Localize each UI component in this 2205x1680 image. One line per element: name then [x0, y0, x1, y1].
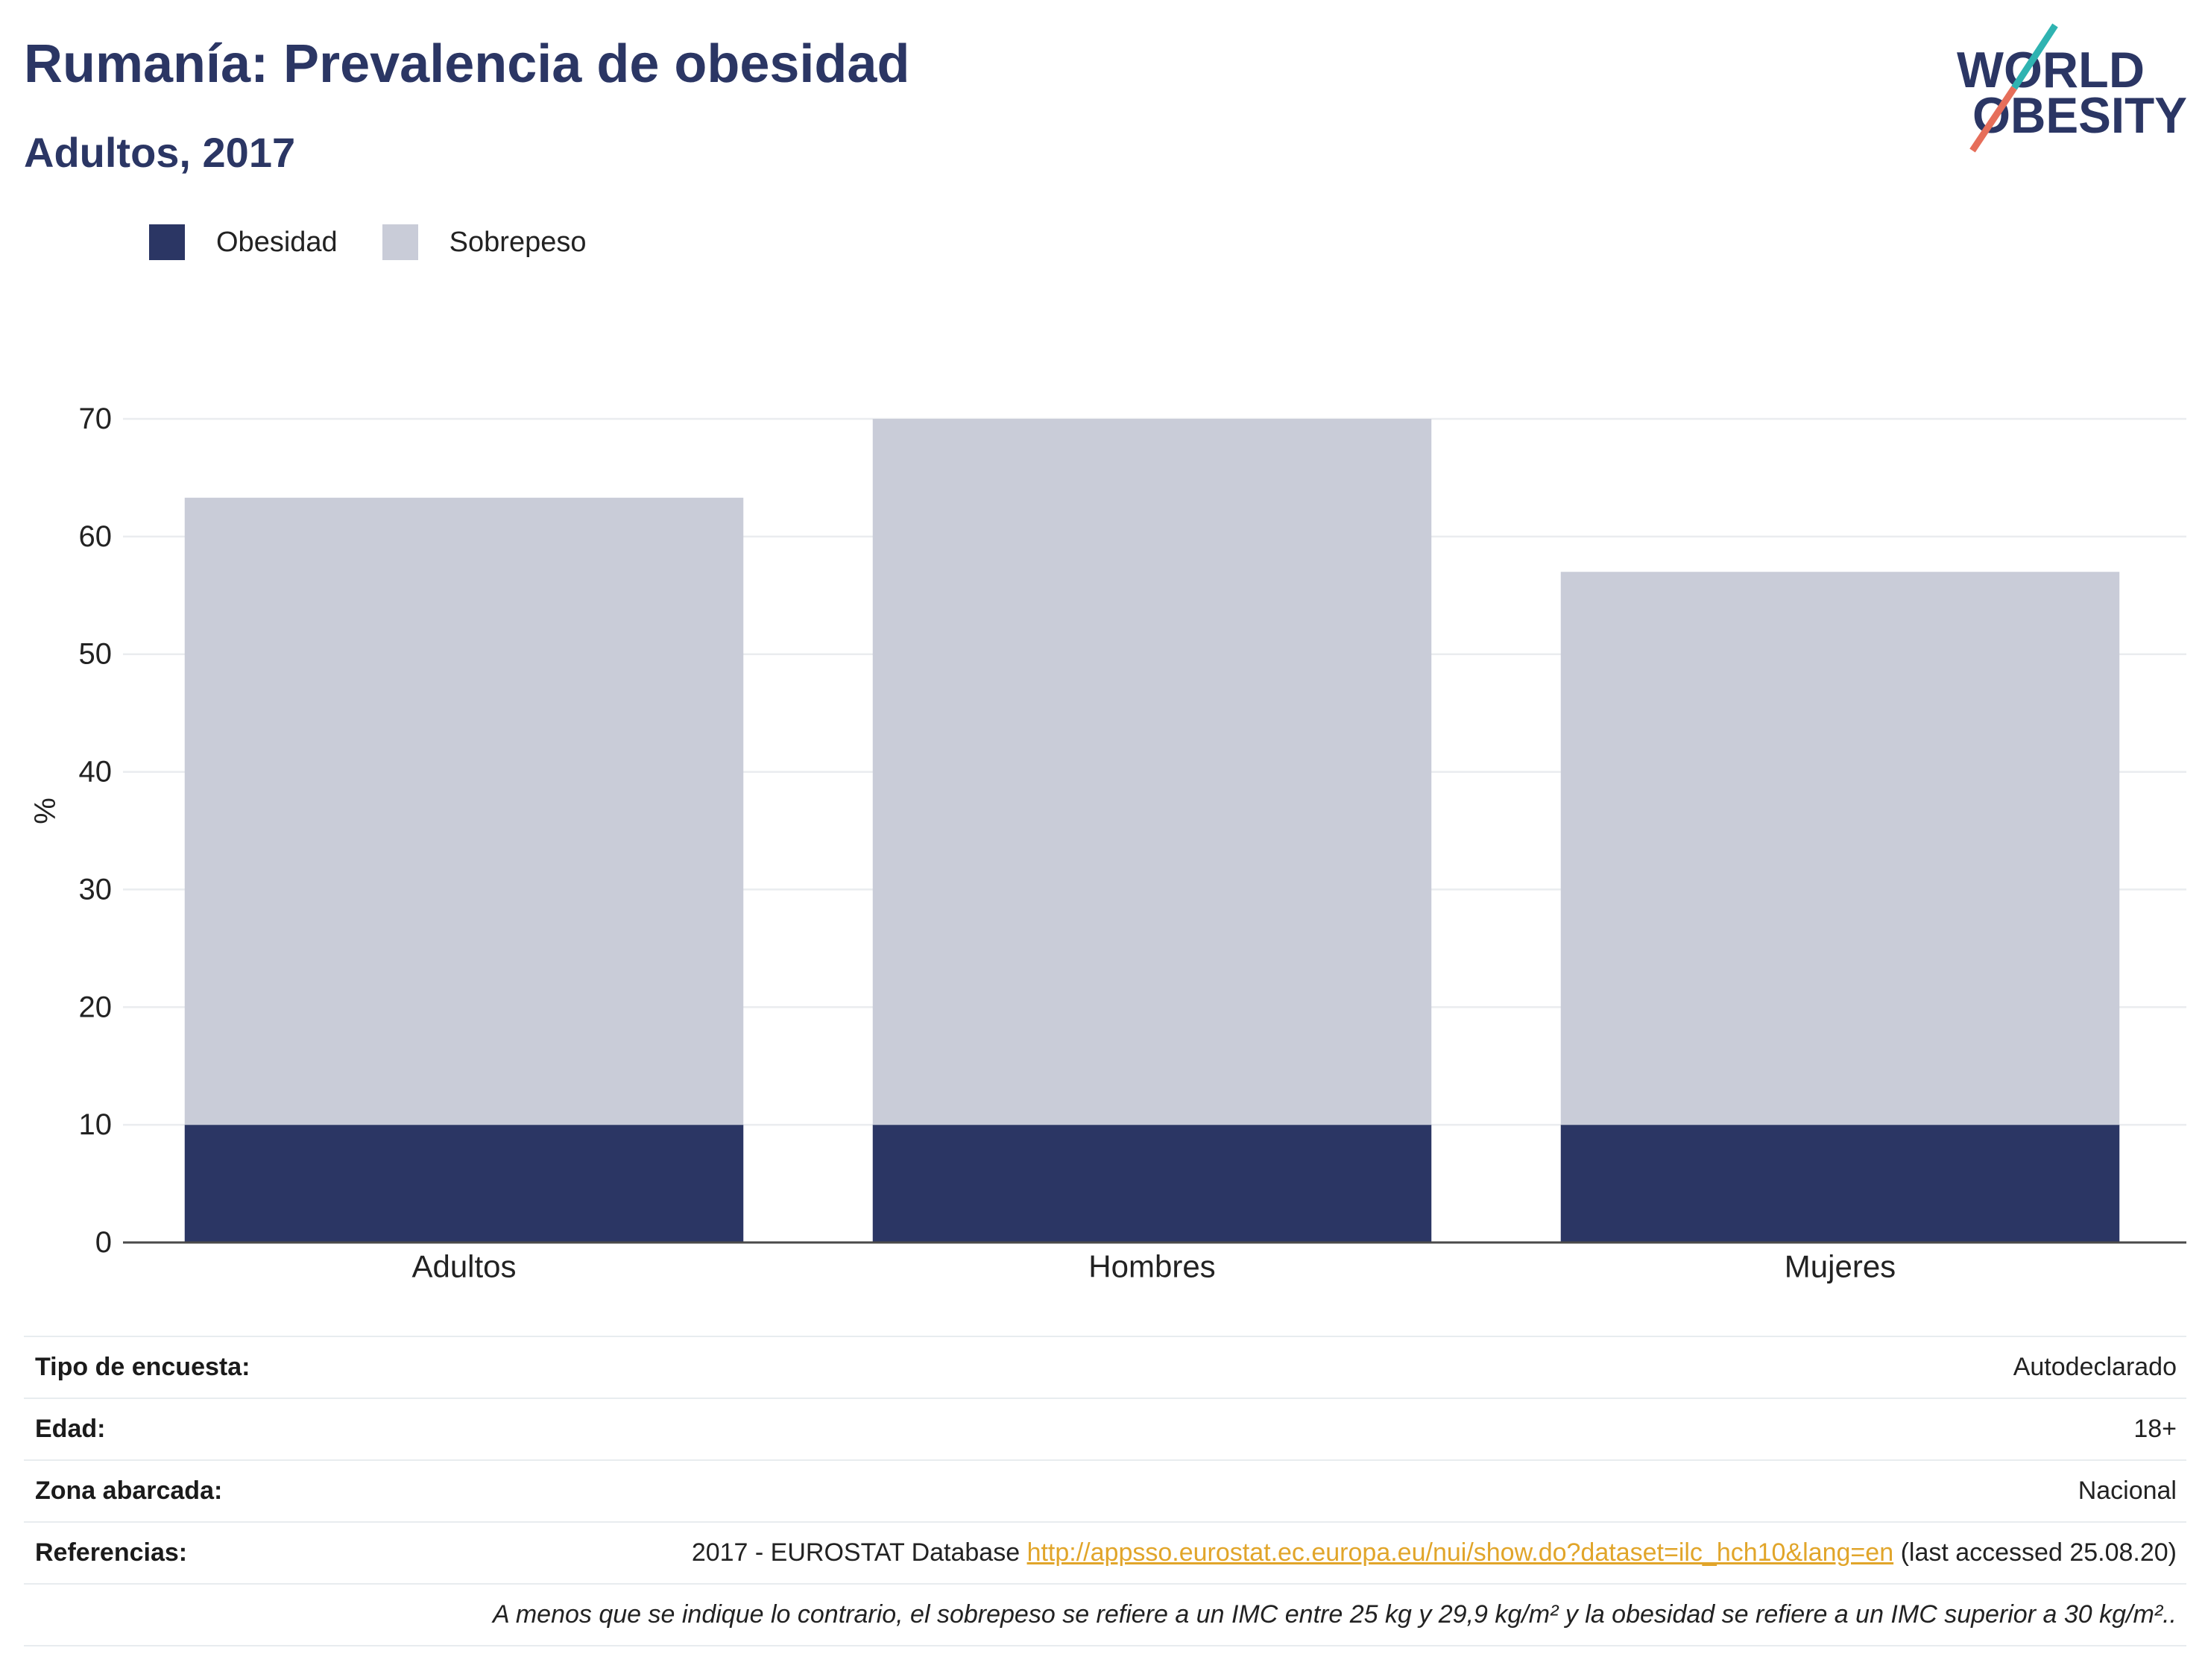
legend-swatch-obesidad [149, 224, 185, 260]
reference-source: 2017 - EUROSTAT Database [691, 1538, 1021, 1567]
x-tick-label-mujeres: Mujeres [1785, 1249, 1896, 1284]
info-row-references: Referencias: 2017 - EUROSTAT Database ht… [24, 1523, 2186, 1585]
info-row-coverage: Zona abarcada: Nacional [24, 1461, 2186, 1523]
reference-link[interactable]: http://appsso.eurostat.ec.europa.eu/nui/… [1026, 1538, 1894, 1567]
y-tick-label-20: 20 [79, 991, 113, 1023]
y-tick-label-60: 60 [79, 520, 113, 553]
y-tick-label-40: 40 [79, 756, 113, 789]
x-tick-label-hombres: Hombres [1088, 1249, 1215, 1284]
info-row-age: Edad: 18+ [24, 1399, 2186, 1461]
bar-chart: 0 10 20 30 40 50 60 70 Adultos Hombres Mujeres% [29, 402, 2186, 1284]
bar-obesidad-mujeres [1560, 1125, 2120, 1242]
y-axis-label: % [29, 798, 62, 824]
logo-slash-teal [2011, 23, 2058, 90]
bar-sobrepeso-adultos [184, 497, 744, 1125]
y-tick-label-0: 0 [95, 1226, 112, 1259]
info-value-age: 18+ [2133, 1415, 2177, 1443]
logo-line-world: WORLD [1957, 42, 2145, 98]
info-row-note: A menos que se indique lo contrario, el … [24, 1585, 2186, 1646]
info-value-survey-type: Autodeclarado [2013, 1353, 2177, 1381]
reference-accessed: (last accessed 25.08.20) [1900, 1538, 2177, 1567]
world-obesity-logo: WORLD OBESITY [1957, 23, 2187, 153]
chart-title: Rumanía: Prevalencia de obesidad [24, 34, 910, 94]
bar-obesidad-hombres [872, 1125, 1432, 1242]
bar-sobrepeso-mujeres [1560, 572, 2120, 1125]
legend-label-sobrepeso: Sobrepeso [449, 227, 587, 258]
survey-info-table: Tipo de encuesta: Autodeclarado Edad: 18… [24, 1336, 2186, 1646]
info-label-coverage: Zona abarcada: [35, 1477, 223, 1505]
legend: Obesidad Sobrepeso [149, 224, 631, 260]
info-label-age: Edad: [35, 1415, 106, 1443]
bar-obesidad-adultos [184, 1125, 744, 1242]
bar-sobrepeso-hombres [872, 419, 1432, 1125]
legend-swatch-sobrepeso [382, 224, 418, 260]
y-tick-label-30: 30 [79, 873, 113, 906]
bmi-definition-note: A menos que se indique lo contrario, el … [492, 1600, 2177, 1629]
logo-slash-coral [1969, 86, 2017, 153]
chart-subtitle: Adultos, 2017 [24, 129, 296, 176]
info-value-coverage: Nacional [2078, 1477, 2177, 1505]
x-tick-label-adultos: Adultos [411, 1249, 516, 1284]
legend-item-obesidad[interactable]: Obesidad [149, 224, 338, 260]
logo-line-obesity: OBESITY [1972, 87, 2187, 144]
y-tick-label-10: 10 [79, 1108, 113, 1141]
info-label-survey-type: Tipo de encuesta: [35, 1353, 250, 1381]
y-tick-label-70: 70 [79, 402, 113, 435]
legend-label-obesidad: Obesidad [216, 227, 338, 258]
info-row-survey-type: Tipo de encuesta: Autodeclarado [24, 1337, 2186, 1399]
info-value-references: 2017 - EUROSTAT Database http://appsso.e… [692, 1538, 2177, 1567]
info-label-references: Referencias: [35, 1538, 188, 1567]
legend-item-sobrepeso[interactable]: Sobrepeso [382, 224, 587, 260]
y-tick-label-50: 50 [79, 638, 113, 671]
